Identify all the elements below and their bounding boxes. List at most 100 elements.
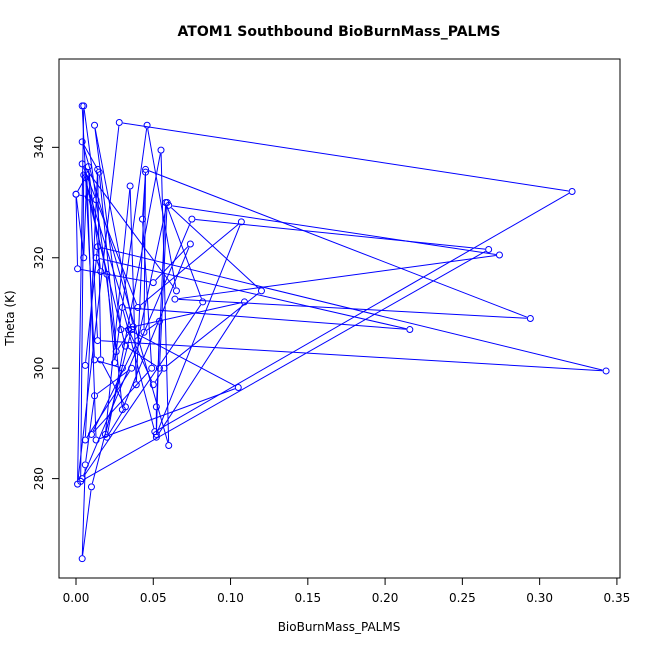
data-point	[80, 102, 88, 110]
data-point	[117, 326, 125, 334]
series-line-segment	[138, 205, 167, 338]
series-line-segment	[75, 197, 84, 255]
y-tick-label: 320	[32, 246, 46, 269]
x-tick-label: 0.05	[140, 591, 167, 605]
data-point	[148, 364, 156, 372]
series-line-segment	[159, 206, 168, 365]
data-point	[143, 121, 151, 129]
data-point	[94, 243, 102, 251]
series-line-segment	[125, 307, 407, 330]
series-line-segment	[155, 324, 160, 434]
data-point	[234, 384, 242, 392]
x-axis-label: BioBurnMass_PALMS	[278, 620, 401, 634]
y-tick-label: 300	[32, 357, 46, 380]
data-point	[95, 168, 103, 176]
data-point	[165, 201, 173, 209]
data-point	[602, 367, 610, 375]
data-point	[155, 317, 163, 325]
series-line-segment	[128, 347, 157, 367]
series-line-segment	[166, 205, 202, 299]
data-point	[237, 218, 245, 226]
series-line-segment	[107, 153, 161, 434]
x-axis: 0.00 0.05 0.10 0.15 0.20 0.25 0.30 0.35	[63, 577, 631, 605]
data-point	[92, 436, 100, 444]
data-point	[118, 364, 126, 372]
data-series	[72, 102, 610, 563]
series-line-segment	[157, 225, 241, 432]
data-point	[84, 163, 92, 171]
data-point	[91, 121, 99, 129]
x-tick-label: 0.00	[63, 591, 90, 605]
x-tick-label: 0.30	[526, 591, 553, 605]
series-line-segment	[75, 197, 78, 266]
series-line-segment	[77, 109, 85, 481]
series-line-segment	[99, 175, 123, 407]
series-line-segment	[166, 292, 259, 367]
data-point	[118, 406, 126, 414]
series-line-segment	[85, 250, 98, 362]
series-line-segment	[101, 362, 125, 404]
data-point	[80, 254, 88, 262]
data-point	[121, 342, 129, 350]
series-line-segment	[147, 128, 177, 288]
data-point	[149, 381, 157, 389]
chart-title: ATOM1 Southbound BioBurnMass_PALMS	[178, 24, 501, 40]
series-line-segment	[88, 170, 98, 338]
series-line-segment	[146, 322, 157, 331]
data-point	[81, 361, 89, 369]
data-point	[151, 428, 159, 436]
series-line-segment	[135, 175, 146, 382]
series-line-segment	[157, 304, 243, 435]
data-point	[568, 188, 576, 196]
data-point	[406, 326, 414, 334]
data-point	[81, 461, 89, 469]
series-line-segment	[171, 207, 260, 289]
data-point	[142, 165, 150, 173]
series-line-segment	[83, 178, 88, 255]
data-point	[74, 265, 82, 273]
data-point	[152, 403, 160, 411]
series-line-segment	[96, 261, 101, 269]
data-point	[142, 168, 150, 176]
series-line-segment	[148, 170, 528, 318]
data-point	[84, 193, 92, 201]
series-line-segment	[105, 189, 131, 431]
x-tick-label: 0.35	[604, 591, 631, 605]
series-line-segment	[101, 340, 603, 372]
series-line-segment	[83, 304, 202, 476]
data-point	[129, 323, 137, 331]
series-line-segment	[82, 145, 169, 443]
data-point	[526, 315, 534, 322]
series-line-segment	[81, 468, 86, 556]
series-line-segment	[131, 330, 236, 387]
data-point	[92, 196, 100, 204]
data-point	[132, 381, 140, 389]
data-point	[165, 441, 173, 449]
x-tick-label: 0.15	[294, 591, 321, 605]
series-line-segment	[77, 126, 120, 481]
series-line-segment	[101, 247, 603, 371]
series-line-segment	[129, 189, 137, 382]
data-point	[74, 480, 82, 488]
data-point	[97, 268, 105, 276]
data-point	[257, 287, 265, 295]
series-line-segment	[143, 173, 147, 329]
data-point	[92, 254, 100, 262]
data-point	[157, 146, 165, 154]
data-point	[186, 240, 194, 248]
series-line-segment	[82, 490, 92, 556]
series-line-segment	[99, 258, 407, 330]
data-point	[81, 436, 89, 444]
series-line-segment	[83, 250, 486, 481]
series-line-segment	[94, 128, 133, 324]
data-point	[78, 138, 86, 146]
data-point	[78, 160, 86, 168]
data-point	[188, 215, 196, 223]
series-line-segment	[142, 175, 146, 216]
series-line-segment	[94, 128, 121, 327]
data-point	[149, 279, 157, 287]
series-line-segment	[93, 370, 150, 433]
series-line-segment	[124, 302, 242, 330]
series-line-segment	[97, 360, 120, 368]
